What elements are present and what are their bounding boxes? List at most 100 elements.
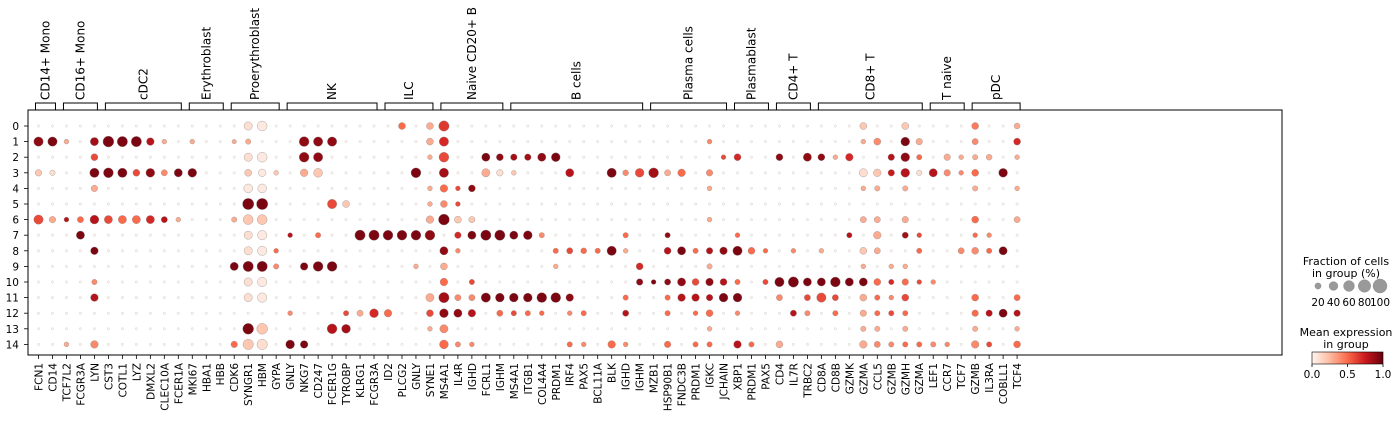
- group-bracket: [230, 102, 280, 110]
- dot: [425, 215, 434, 224]
- dot: [846, 232, 853, 239]
- dot: [873, 278, 881, 286]
- dot: [190, 187, 194, 190]
- dot: [764, 140, 767, 143]
- dot: [79, 280, 82, 284]
- dot: [959, 202, 963, 206]
- dot: [258, 168, 267, 177]
- dot: [873, 216, 881, 223]
- dot: [917, 327, 921, 331]
- dot: [132, 215, 141, 224]
- dot: [242, 261, 254, 272]
- dot: [454, 231, 462, 239]
- dot: [973, 265, 977, 268]
- dot: [638, 187, 641, 190]
- dot: [498, 187, 502, 190]
- dot: [582, 202, 586, 206]
- dot: [1013, 340, 1021, 349]
- dot: [652, 311, 655, 315]
- dot: [889, 140, 893, 143]
- dot: [358, 202, 362, 206]
- dot: [1001, 140, 1005, 143]
- dot: [344, 265, 348, 268]
- dot: [498, 140, 502, 143]
- dot: [889, 233, 893, 237]
- dot: [652, 296, 655, 299]
- dot: [356, 309, 364, 317]
- dot: [596, 187, 600, 190]
- dot: [582, 265, 586, 268]
- gene-label: FCER1G: [327, 363, 339, 405]
- dot: [484, 124, 488, 128]
- dot: [566, 247, 574, 255]
- dot: [495, 292, 505, 303]
- dot: [971, 215, 979, 224]
- dot: [987, 218, 991, 221]
- dot: [652, 265, 655, 268]
- dot: [470, 327, 474, 331]
- dot: [288, 140, 292, 143]
- dot: [410, 167, 422, 178]
- dot: [456, 124, 460, 128]
- dot: [596, 140, 600, 143]
- dot: [540, 187, 544, 190]
- dot: [848, 171, 851, 175]
- dot: [803, 152, 812, 162]
- dot: [987, 280, 991, 284]
- dot: [774, 277, 785, 287]
- dot: [107, 233, 110, 237]
- dot: [553, 263, 559, 269]
- dot: [256, 323, 268, 335]
- dot: [454, 215, 462, 224]
- dot: [414, 155, 418, 159]
- cluster-label: 1: [12, 137, 19, 149]
- dot: [607, 340, 616, 349]
- dot: [218, 233, 222, 237]
- dot: [804, 294, 811, 301]
- dot: [372, 296, 376, 299]
- dot: [342, 200, 350, 208]
- dot: [163, 327, 166, 331]
- gene-label: LYZ: [131, 363, 143, 381]
- gene-label: CD14: [47, 363, 59, 392]
- dot: [274, 187, 278, 190]
- dot: [344, 140, 348, 143]
- group-bracket: [650, 102, 728, 110]
- dot: [358, 280, 362, 284]
- dot: [456, 171, 460, 175]
- dot: [484, 280, 488, 284]
- dot: [694, 265, 697, 268]
- dot: [764, 171, 767, 175]
- dot: [218, 218, 222, 221]
- dot: [917, 296, 921, 299]
- dot: [582, 124, 586, 128]
- dot: [945, 140, 949, 143]
- dot: [231, 216, 238, 223]
- cluster-label: 5: [12, 199, 19, 211]
- dot: [792, 233, 795, 237]
- dot: [37, 265, 40, 268]
- colorbar-tick-label: 0.0: [1304, 369, 1321, 381]
- dot: [149, 280, 152, 284]
- dot: [750, 327, 753, 331]
- dot: [610, 187, 613, 190]
- dot: [945, 296, 949, 299]
- dot: [1014, 154, 1020, 160]
- dot: [79, 343, 82, 346]
- dot: [315, 232, 321, 239]
- dot: [582, 280, 586, 284]
- dot: [130, 136, 142, 147]
- dot: [652, 218, 655, 221]
- dot: [218, 343, 222, 346]
- dot: [93, 265, 96, 268]
- dot: [610, 280, 613, 284]
- dot: [987, 187, 991, 190]
- dot: [326, 323, 338, 334]
- dot: [764, 187, 767, 190]
- dot: [468, 216, 476, 223]
- dot: [386, 343, 390, 346]
- dot: [736, 187, 739, 190]
- dot: [526, 202, 530, 206]
- dot: [117, 167, 128, 178]
- dot: [425, 293, 435, 302]
